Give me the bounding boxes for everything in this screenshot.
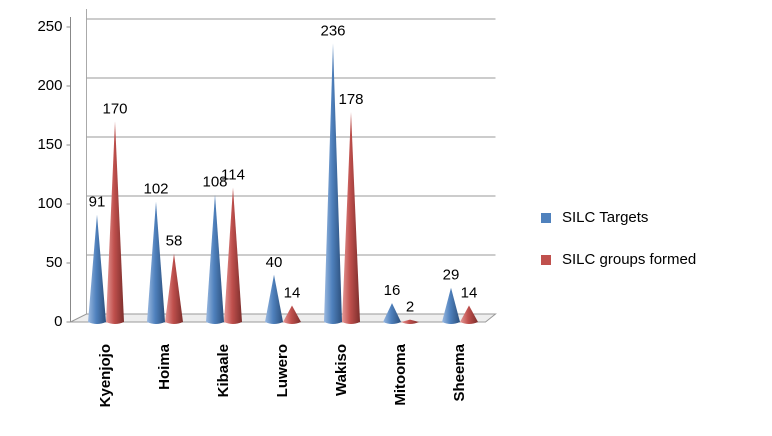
cone bbox=[324, 43, 342, 325]
plot: 0 50 100 150 200 250 91 170 Kyenjojo 102 58 Hoima 10… bbox=[37, 9, 696, 407]
cone bbox=[383, 303, 401, 324]
data-label: 114 bbox=[221, 166, 245, 183]
cone bbox=[460, 305, 478, 324]
y-tick-label: 0 bbox=[54, 313, 62, 330]
data-label: 40 bbox=[266, 254, 283, 271]
data-label: 102 bbox=[143, 181, 168, 198]
data-label: 14 bbox=[461, 284, 478, 301]
legend-swatch bbox=[541, 255, 551, 265]
x-tick-label: Luwero bbox=[274, 344, 291, 397]
y-tick-label: 250 bbox=[37, 18, 62, 35]
data-label: 108 bbox=[202, 174, 227, 191]
data-label: 2 bbox=[406, 299, 414, 316]
x-tick-label: Kyenjojo bbox=[97, 344, 114, 407]
cone bbox=[224, 187, 242, 324]
data-label: 170 bbox=[102, 100, 127, 117]
floor bbox=[70, 313, 497, 323]
x-tick-label: Mitooma bbox=[392, 343, 409, 405]
x-tick-label: Hoima bbox=[156, 343, 173, 390]
data-label: 29 bbox=[443, 267, 460, 284]
cone bbox=[147, 201, 165, 324]
data-label: 178 bbox=[338, 91, 363, 108]
data-label: 91 bbox=[89, 194, 106, 211]
x-tick-label: Wakiso bbox=[333, 344, 350, 396]
data-label: 236 bbox=[320, 22, 345, 39]
x-tick-label: Kibaale bbox=[215, 344, 232, 397]
y-tick-label: 150 bbox=[37, 136, 62, 153]
y-tick-label: 50 bbox=[46, 254, 63, 271]
data-label: 14 bbox=[284, 284, 301, 301]
cone bbox=[442, 287, 460, 324]
x-tick-label: Sheema bbox=[451, 343, 468, 401]
cone bbox=[88, 214, 106, 324]
cone bbox=[106, 121, 124, 325]
cone bbox=[342, 111, 360, 325]
cone bbox=[165, 253, 183, 324]
cone bbox=[401, 319, 419, 324]
legend-label: SILC Targets bbox=[562, 209, 648, 226]
legend-swatch bbox=[541, 213, 551, 223]
data-label: 58 bbox=[166, 233, 183, 250]
y-tick-label: 100 bbox=[37, 195, 62, 212]
data-label: 16 bbox=[384, 282, 401, 299]
cone bbox=[265, 274, 283, 324]
cone bbox=[283, 305, 301, 324]
y-tick-label: 200 bbox=[37, 77, 62, 94]
cone bbox=[206, 194, 224, 324]
legend-label: SILC groups formed bbox=[562, 251, 696, 268]
